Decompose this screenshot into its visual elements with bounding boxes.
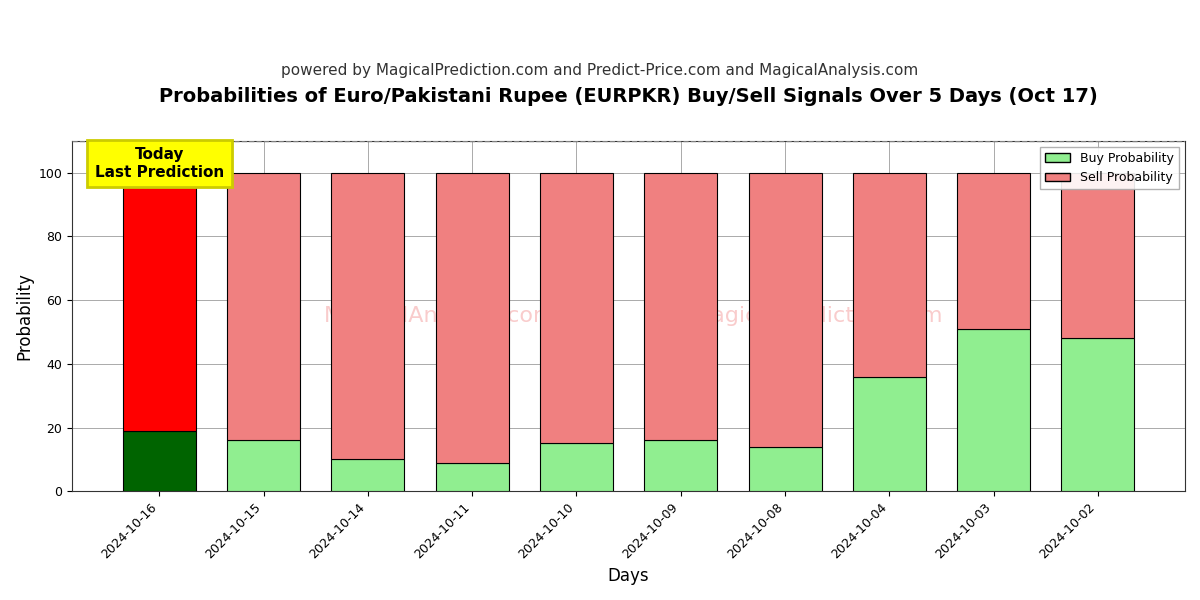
Legend: Buy Probability, Sell Probability: Buy Probability, Sell Probability [1040, 147, 1178, 190]
Bar [122, 431, 196, 491]
Bar [749, 173, 822, 446]
Bar [644, 440, 718, 491]
Bar [853, 377, 926, 491]
Text: MagicalAnalysis.com: MagicalAnalysis.com [324, 306, 556, 326]
Bar [331, 173, 404, 460]
Text: powered by MagicalPrediction.com and Predict-Price.com and MagicalAnalysis.com: powered by MagicalPrediction.com and Pre… [281, 63, 919, 78]
Bar [331, 460, 404, 491]
Bar [853, 173, 926, 377]
Bar [958, 329, 1030, 491]
X-axis label: Days: Days [607, 567, 649, 585]
Bar [436, 463, 509, 491]
Text: MagicalPrediction.com: MagicalPrediction.com [692, 306, 943, 326]
Bar [958, 173, 1030, 329]
Bar [1062, 338, 1134, 491]
Bar [540, 173, 613, 443]
Bar [644, 173, 718, 440]
Bar [227, 440, 300, 491]
Bar [1062, 173, 1134, 338]
Bar [122, 173, 196, 431]
Bar [436, 173, 509, 463]
Bar [227, 173, 300, 440]
Title: Probabilities of Euro/Pakistani Rupee (EURPKR) Buy/Sell Signals Over 5 Days (Oct: Probabilities of Euro/Pakistani Rupee (E… [160, 87, 1098, 106]
Y-axis label: Probability: Probability [16, 272, 34, 360]
Bar [749, 446, 822, 491]
Text: Today
Last Prediction: Today Last Prediction [95, 147, 224, 179]
Bar [540, 443, 613, 491]
